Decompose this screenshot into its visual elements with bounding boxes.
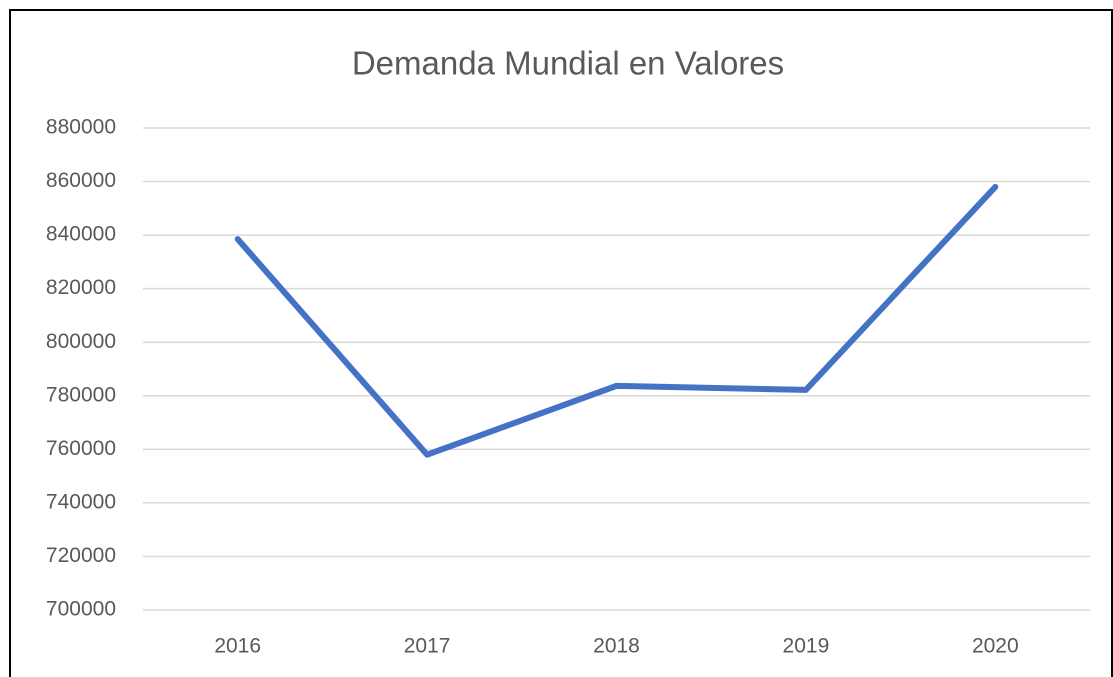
y-tick-label: 840000 — [46, 223, 116, 246]
y-tick-label: 820000 — [46, 276, 116, 299]
y-tick-label: 780000 — [46, 383, 116, 406]
x-tick-label: 2016 — [214, 635, 261, 658]
x-tick-label: 2017 — [404, 635, 451, 658]
y-tick-label: 860000 — [46, 169, 116, 192]
y-tick-label: 740000 — [46, 490, 116, 513]
x-tick-label: 2019 — [783, 635, 830, 658]
y-tick-label: 700000 — [46, 598, 116, 621]
x-tick-label: 2020 — [972, 635, 1019, 658]
y-tick-label: 720000 — [46, 544, 116, 567]
chart-frame — [9, 9, 1113, 677]
y-tick-label: 800000 — [46, 330, 116, 353]
y-tick-label: 880000 — [46, 116, 116, 139]
y-tick-label: 760000 — [46, 437, 116, 460]
chart-title: Demanda Mundial en Valores — [352, 45, 784, 82]
x-tick-label: 2018 — [593, 635, 640, 658]
data-line — [234, 183, 999, 458]
